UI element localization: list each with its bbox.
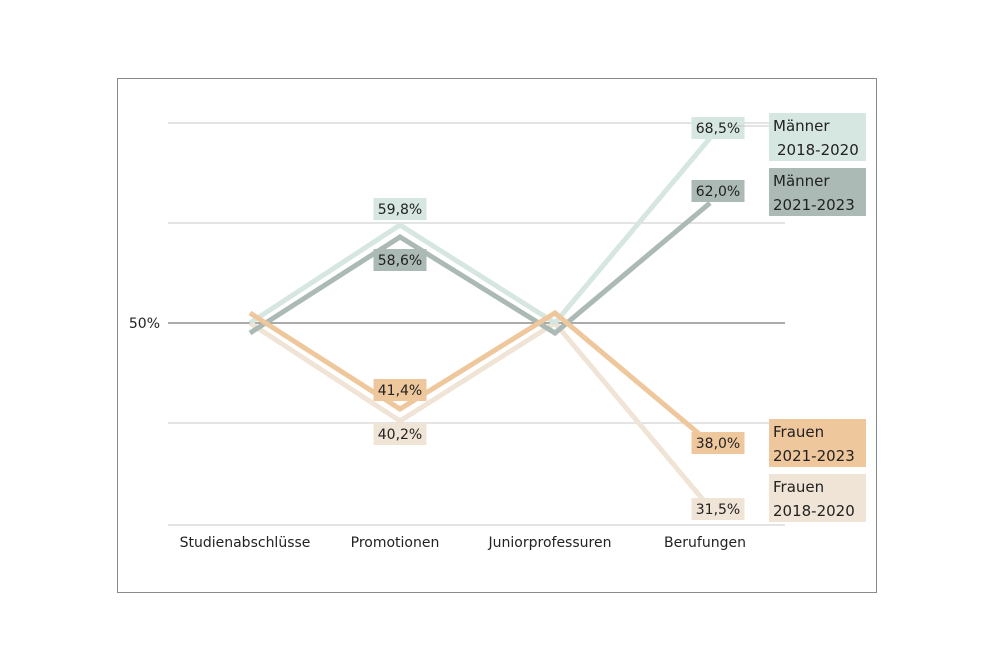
- svg-text:62,0%: 62,0%: [696, 184, 740, 200]
- svg-text:Frauen: Frauen: [773, 478, 824, 496]
- svg-text:40,2%: 40,2%: [378, 427, 422, 443]
- x-tick-label: Berufungen: [664, 535, 746, 551]
- data-label: 31,5%: [691, 498, 745, 520]
- svg-text:2021-2023: 2021-2023: [773, 196, 855, 214]
- svg-text:2021-2023: 2021-2023: [773, 447, 855, 465]
- data-label: 38,0%: [691, 432, 745, 454]
- svg-text:Frauen: Frauen: [773, 423, 824, 441]
- svg-text:Männer: Männer: [773, 172, 830, 190]
- chart-frame: [117, 78, 877, 593]
- x-tick-label: Promotionen: [351, 535, 440, 551]
- series-line: [248, 136, 712, 327]
- series-line: [248, 201, 712, 337]
- data-label: 40,2%: [373, 423, 427, 445]
- series-line: [248, 309, 712, 445]
- data-label: 62,0%: [691, 180, 745, 202]
- svg-text:38,0%: 38,0%: [696, 436, 740, 452]
- legend-item: Frauen 2021-2023: [769, 419, 866, 467]
- data-label: 59,8%: [373, 198, 427, 220]
- legend-item: Frauen 2018-2020: [769, 474, 866, 522]
- svg-text:Männer: Männer: [773, 117, 830, 135]
- svg-text:68,5%: 68,5%: [696, 121, 740, 137]
- svg-text:31,5%: 31,5%: [696, 502, 740, 518]
- svg-text:2018-2020: 2018-2020: [773, 502, 855, 520]
- data-label: 41,4%: [373, 379, 427, 401]
- series-line: [248, 319, 712, 510]
- y-tick-label: 50%: [129, 316, 160, 332]
- svg-text:41,4%: 41,4%: [378, 383, 422, 399]
- data-label: 58,6%: [373, 249, 427, 271]
- x-tick-label: Studienabschlüsse: [180, 535, 311, 551]
- svg-text:2018-2020: 2018-2020: [777, 141, 859, 159]
- svg-text:59,8%: 59,8%: [378, 202, 422, 218]
- x-tick-label: Juniorprofessuren: [488, 535, 612, 551]
- legend-item: Männer 2018-2020: [769, 113, 866, 161]
- legend-item: Männer 2021-2023: [769, 168, 866, 216]
- data-label: 68,5%: [691, 117, 745, 139]
- svg-text:58,6%: 58,6%: [378, 253, 422, 269]
